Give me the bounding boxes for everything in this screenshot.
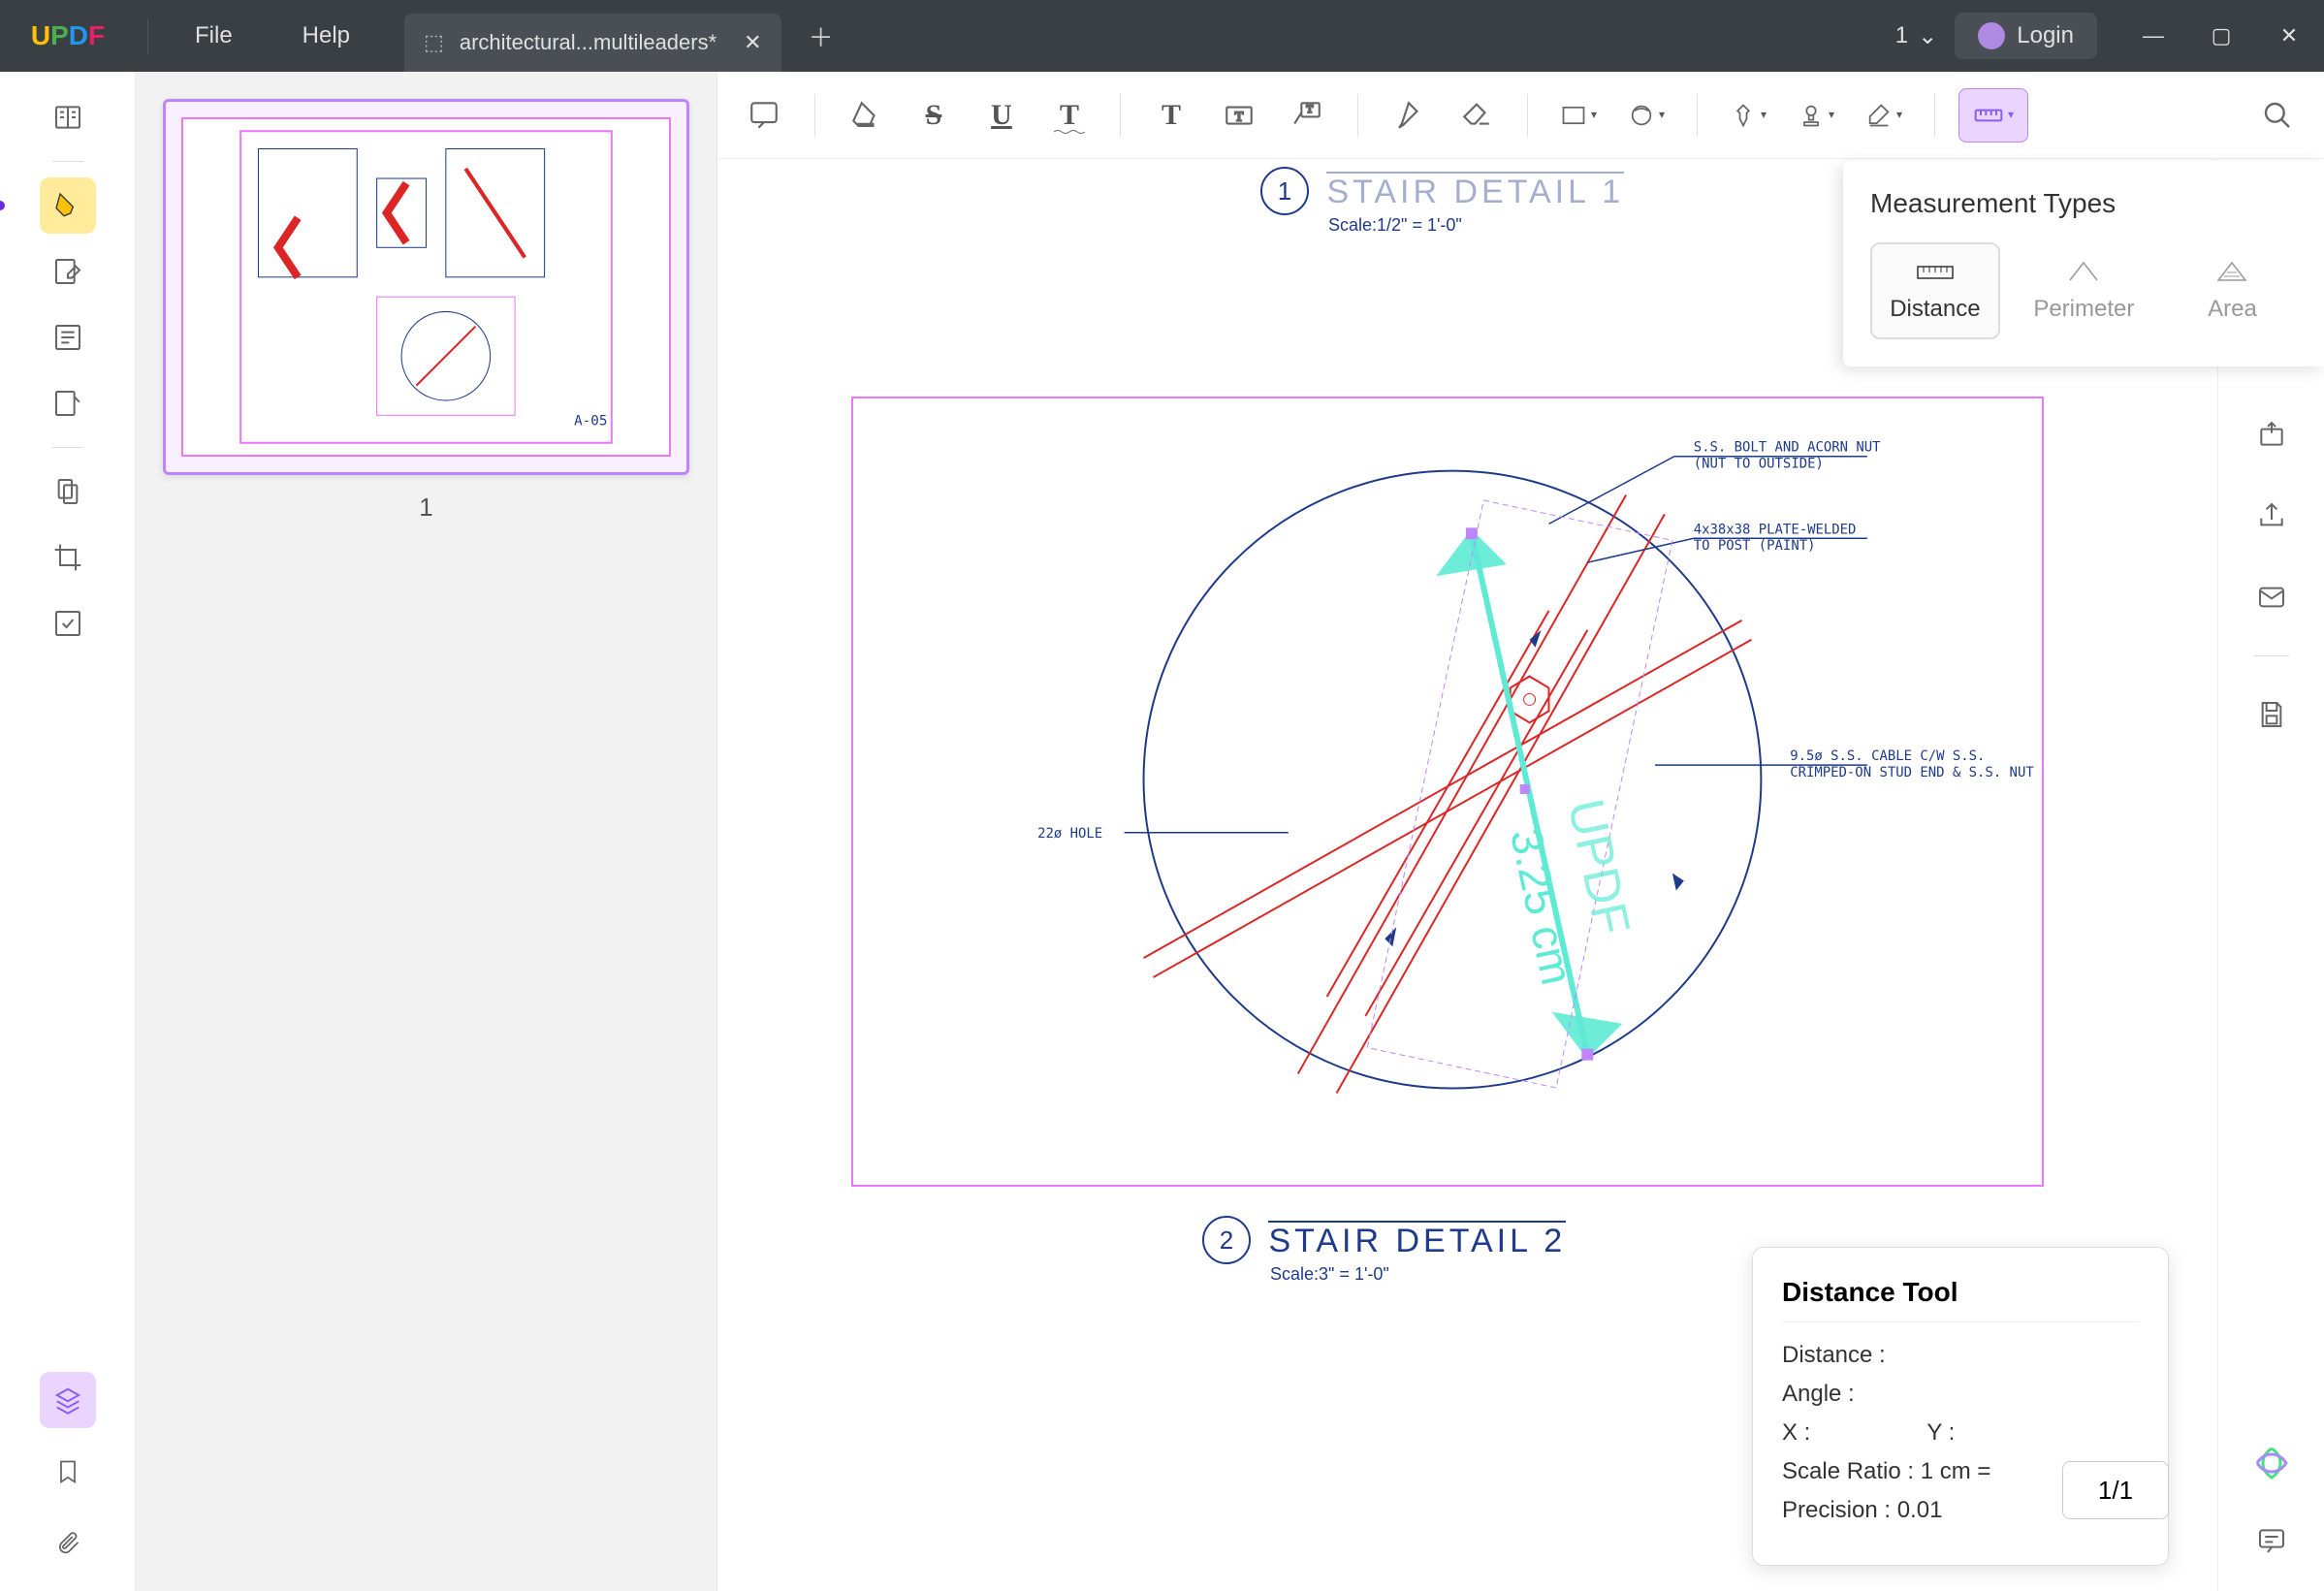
page-count[interactable]: 1 ⌄ (1895, 22, 1937, 50)
svg-text:CRIMPED-ON STUD END & S.S. NUT: CRIMPED-ON STUD END & S.S. NUT (1790, 765, 2034, 780)
svg-text:TO POST (PAINT): TO POST (PAINT) (1694, 538, 1816, 554)
underline-tool-icon[interactable]: U (974, 88, 1029, 143)
textbox-tool-icon[interactable]: T (1212, 88, 1266, 143)
app-logo: UPDF (0, 20, 136, 51)
detail-1-scale: Scale:1/2" = 1'-0" (1328, 215, 1624, 236)
text-tool-icon[interactable]: T (1144, 88, 1198, 143)
measure-perimeter-button[interactable]: Perimeter (2020, 242, 2149, 339)
rectangle-tool-icon[interactable]: ▾ (1551, 88, 1606, 143)
document-icon: ⬚ (424, 30, 444, 55)
svg-text:A-05: A-05 (574, 413, 607, 429)
y-value: Y : (1926, 1419, 1955, 1447)
page-tool-icon[interactable] (40, 463, 96, 520)
page-thumbnail[interactable]: A-05 (163, 99, 689, 475)
thumbnail-preview: A-05 (183, 119, 669, 455)
detail-2-marker: 2 (1202, 1216, 1251, 1264)
circle-tool-icon[interactable]: ▾ (1619, 88, 1673, 143)
svg-text:22ø HOLE: 22ø HOLE (1037, 826, 1102, 842)
area-icon (2213, 259, 2251, 286)
measure-distance-button[interactable]: Distance (1870, 242, 2000, 339)
signature-tool-icon[interactable]: ▾ (1857, 88, 1911, 143)
chat-icon[interactable] (2248, 1517, 2295, 1564)
strikethrough-tool-icon[interactable]: S (907, 88, 961, 143)
share-icon[interactable] (2248, 493, 2295, 539)
bookmark-icon[interactable] (40, 1444, 96, 1500)
maximize-button[interactable]: ▢ (2198, 13, 2244, 59)
svg-text:T: T (1235, 109, 1244, 124)
new-tab-button[interactable]: ＋ (809, 18, 834, 54)
edit-mode-icon[interactable] (40, 243, 96, 300)
ai-assistant-icon[interactable] (2248, 1440, 2295, 1486)
export-icon[interactable] (2248, 411, 2295, 458)
minimize-button[interactable]: — (2130, 13, 2177, 59)
reader-mode-icon[interactable] (40, 89, 96, 145)
thumbnail-page-number: 1 (163, 493, 689, 523)
close-button[interactable]: ✕ (2266, 13, 2312, 59)
perimeter-icon (2064, 259, 2103, 286)
squiggly-tool-icon[interactable]: T (1042, 88, 1097, 143)
annotation-toolbar: S U T T T T ▾ ▾ ▾ ▾ ▾ ▾ (717, 72, 2324, 159)
layers-icon[interactable] (40, 1372, 96, 1428)
left-rail (0, 72, 136, 1591)
detail-1-marker: 1 (1260, 167, 1309, 215)
callout-tool-icon[interactable]: T (1280, 88, 1334, 143)
measurement-types-panel: Measurement Types Distance Perimeter Are… (1843, 161, 2324, 366)
titlebar: UPDF File Help ⬚ architectural...multile… (0, 0, 2324, 72)
drawing-frame: S.S. BOLT AND ACORN NUT (NUT TO OUTSIDE)… (851, 397, 2044, 1187)
detail-1-title: STAIR DETAIL 1 (1326, 172, 1624, 211)
measure-tool-button[interactable]: ▾ (1958, 88, 2028, 143)
highlight-tool-icon[interactable] (839, 88, 893, 143)
thumbnail-panel: A-05 1 (136, 72, 717, 1591)
svg-text:S.S. BOLT AND ACORN NUT: S.S. BOLT AND ACORN NUT (1694, 440, 1881, 456)
redact-tool-icon[interactable] (40, 595, 96, 652)
tab-close-icon[interactable]: ✕ (744, 30, 761, 55)
note-tool-icon[interactable] (737, 88, 791, 143)
email-icon[interactable] (2248, 574, 2295, 620)
attachment-icon[interactable] (40, 1515, 96, 1572)
form-mode-icon[interactable] (40, 375, 96, 431)
menu-file[interactable]: File (160, 22, 268, 49)
distance-value-row: Distance : (1782, 1342, 2139, 1369)
distance-popup-title: Distance Tool (1782, 1277, 2139, 1322)
svg-text:T: T (1306, 104, 1313, 115)
page-number-input[interactable]: 1/1 (2062, 1461, 2169, 1519)
organize-mode-icon[interactable] (40, 309, 96, 366)
avatar-icon (1978, 22, 2005, 49)
angle-value-row: Angle : (1782, 1381, 2139, 1408)
distance-icon (1916, 259, 1955, 286)
chevron-down-icon: ⌄ (1918, 22, 1937, 50)
svg-text:4x38x38 PLATE-WELDED: 4x38x38 PLATE-WELDED (1694, 522, 1857, 537)
svg-text:9.5ø S.S. CABLE C/W S.S.: 9.5ø S.S. CABLE C/W S.S. (1790, 748, 1985, 764)
search-icon[interactable] (2250, 88, 2305, 143)
document-tab[interactable]: ⬚ architectural...multileaders* ✕ (404, 14, 781, 72)
stamp-tool-icon[interactable]: ▾ (1789, 88, 1843, 143)
crop-tool-icon[interactable] (40, 529, 96, 586)
detail-2-scale: Scale:3" = 1'-0" (1270, 1264, 1566, 1285)
pencil-tool-icon[interactable] (1382, 88, 1436, 143)
login-button[interactable]: Login (1955, 13, 2097, 59)
svg-text:(NUT TO OUTSIDE): (NUT TO OUTSIDE) (1694, 457, 1824, 472)
watermark: UPDF (1558, 794, 1641, 939)
tab-title: architectural...multileaders* (460, 30, 716, 55)
measurement-panel-title: Measurement Types (1870, 188, 2297, 219)
x-value: X : (1782, 1419, 1810, 1447)
menu-help[interactable]: Help (268, 22, 385, 49)
eraser-tool-icon[interactable] (1449, 88, 1504, 143)
detail-2-title: STAIR DETAIL 2 (1268, 1221, 1566, 1260)
comment-mode-icon[interactable] (40, 177, 96, 234)
right-rail (2217, 159, 2324, 1591)
measure-area-button[interactable]: Area (2168, 242, 2297, 339)
pin-tool-icon[interactable]: ▾ (1721, 88, 1775, 143)
save-icon[interactable] (2248, 691, 2295, 738)
